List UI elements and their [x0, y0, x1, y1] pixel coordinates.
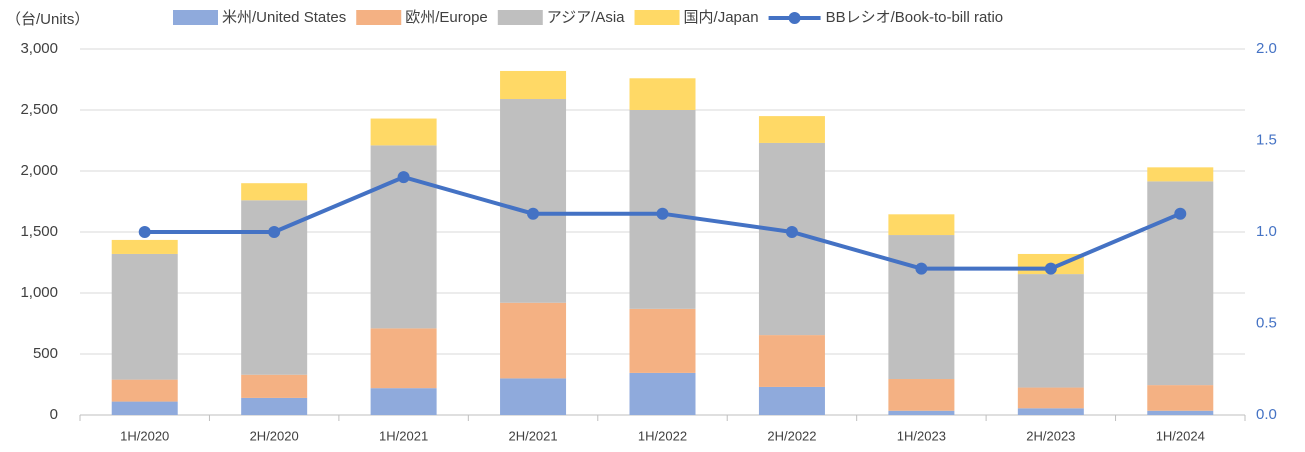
bar-segment — [500, 70, 567, 100]
line-point — [138, 226, 151, 238]
bar-segment — [111, 401, 178, 415]
legend-swatch — [497, 10, 543, 25]
x-tick-label: 2H/2021 — [508, 428, 557, 443]
bar-segment — [1147, 167, 1214, 182]
legend-swatch — [173, 10, 218, 25]
bar-segment — [241, 183, 308, 201]
bar-segment — [758, 335, 825, 387]
y2-tick-label: 0.5 — [1256, 314, 1277, 331]
x-tick-label: 1H/2024 — [1156, 428, 1205, 443]
bar-segment — [758, 386, 825, 415]
bar-segment — [888, 214, 955, 236]
x-tick-label: 1H/2021 — [379, 428, 428, 443]
bar-segment — [111, 239, 178, 254]
bar-segment — [111, 253, 178, 380]
line-point — [527, 207, 540, 220]
line-point — [915, 262, 928, 275]
x-tick-label: 2H/2020 — [250, 428, 299, 443]
bar-segment — [1147, 410, 1214, 415]
y2-tick-label: 1.0 — [1256, 223, 1277, 240]
bar-segment — [241, 397, 308, 415]
legend-label: 米州/United States — [222, 9, 346, 26]
bar-segment — [1017, 408, 1084, 415]
y-tick-label: 1,000 — [20, 284, 58, 301]
bar-segment — [370, 118, 437, 146]
x-tick-label: 1H/2023 — [897, 428, 946, 443]
y2-tick-label: 1.5 — [1256, 131, 1277, 148]
bar-segment — [241, 374, 308, 398]
line-point — [268, 226, 281, 238]
legend-label: アジア/Asia — [547, 9, 625, 26]
bar-segment — [888, 379, 955, 411]
line-point — [1044, 262, 1057, 275]
legend-dot — [788, 12, 801, 24]
bar-segment — [888, 410, 955, 415]
bar-segment — [500, 302, 567, 379]
bar-segment — [888, 235, 955, 380]
x-tick-label: 2H/2023 — [1026, 428, 1075, 443]
y2-tick-label: 0.0 — [1256, 406, 1277, 423]
y-tick-label: 2,500 — [20, 101, 58, 118]
bar-segment — [500, 99, 567, 303]
x-tick-label: 1H/2020 — [120, 428, 169, 443]
bar-segment — [111, 379, 178, 402]
y-axis-label: （台/Units） — [6, 11, 89, 28]
bar-segment — [629, 308, 696, 373]
bar-segment — [629, 78, 696, 110]
x-tick-label: 1H/2022 — [638, 428, 687, 443]
line-point — [656, 207, 669, 220]
line-point — [1174, 207, 1187, 220]
legend-label: BBレシオ/Book-to-bill ratio — [826, 9, 1004, 26]
y-tick-label: 1,500 — [20, 223, 58, 240]
y-tick-label: 0 — [50, 406, 58, 423]
legend-swatch — [356, 10, 402, 25]
bar-segment — [629, 372, 696, 415]
bar-segment — [1017, 274, 1084, 388]
y-tick-label: 3,000 — [20, 40, 58, 57]
legend-label: 国内/Japan — [684, 9, 759, 26]
bar-segment — [1017, 387, 1084, 409]
y-tick-label: 500 — [33, 345, 58, 362]
y2-tick-label: 2.0 — [1256, 40, 1277, 57]
bar-segment — [500, 378, 567, 415]
bar-segment — [1147, 385, 1214, 411]
line-point — [397, 171, 410, 184]
bar-segment — [370, 388, 437, 415]
y-tick-label: 2,000 — [20, 162, 58, 179]
x-tick-label: 2H/2022 — [767, 428, 816, 443]
legend-label: 欧州/Europe — [405, 9, 488, 26]
line-point — [785, 226, 798, 238]
legend-swatch — [634, 10, 680, 25]
bar-segment — [370, 328, 437, 389]
bar-segment — [758, 116, 825, 143]
